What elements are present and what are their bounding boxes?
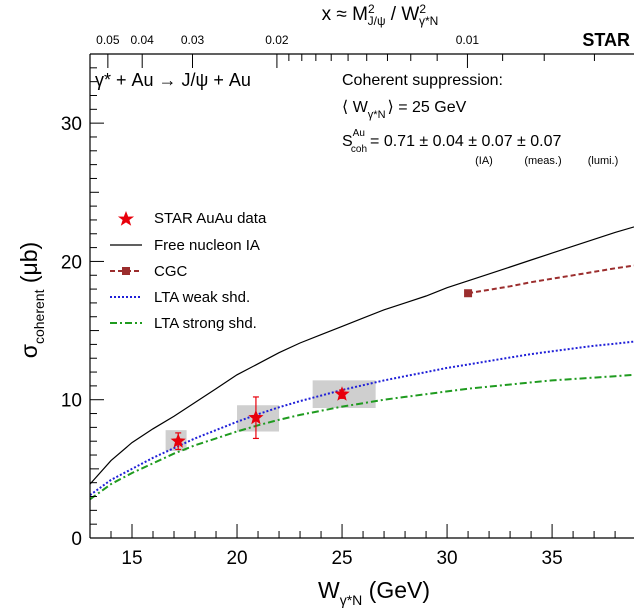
curve-cgc [467,264,634,295]
y-tick-label: 10 [61,391,82,412]
legend-item-lta-strong: LTA strong shd. [110,315,257,332]
curve-free-nucleon-ia [89,226,634,485]
y-tick-label: 20 [61,252,82,273]
data-point-star [248,409,264,425]
legend-item-lta-weak: LTA weak shd. [110,289,250,306]
cgc-marker [464,289,473,298]
top-axis: 0.05 0.04 0.03 0.02 0.01 [96,33,595,68]
legend-label-lta-strong: LTA strong shd. [154,315,257,332]
uncert-label-meas: (meas.) [524,155,561,167]
x-tick-label: 25 [331,548,352,569]
top-tick-label: 0.03 [181,33,205,47]
legend-label-star-data: STAR AuAu data [154,210,267,227]
legend-item-star-data: STAR AuAu data [117,210,267,227]
process-label: γ* + Au → J/ψ + Au [95,70,251,90]
top-tick-label: 0.02 [265,33,289,47]
y-axis-title: σcoherent (μb) [16,242,47,358]
y-tick-label: 30 [61,114,82,135]
x-axis-title: Wγ*N (GeV) [318,577,430,608]
legend-label-ia: Free nucleon IA [154,237,260,254]
curve-lta-strong-shd- [89,373,634,501]
x-tick-label: 30 [436,548,457,569]
data-point-star [334,386,350,401]
annotation-title: Coherent suppression: [342,72,503,89]
x-tick-label: 15 [121,548,142,569]
uncert-label-lumi: (lumi.) [588,155,619,167]
legend-item-cgc: CGC [110,263,188,280]
legend-star-icon [117,211,135,226]
legend-item-ia: Free nucleon IA [110,237,260,254]
y-tick-label: 0 [71,529,82,550]
experiment-label: STAR [582,30,630,50]
uncert-label-ia: (IA) [475,155,493,167]
data-points [170,386,350,451]
legend: STAR AuAu data Free nucleon IA CGC LTA w… [110,210,267,332]
x-tick-label: 20 [226,548,247,569]
legend-label-lta-weak: LTA weak shd. [154,289,250,306]
annotation-s-coh: SAu coh = 0.71 ± 0.04 ± 0.07 ± 0.07 [342,128,562,155]
legend-square-icon [122,267,130,275]
top-tick-label: 0.04 [131,33,155,47]
x-tick-label: 35 [542,548,563,569]
annotation-mean-w: ⟨ Wγ*N ⟩ = 25 GeV [342,99,467,121]
systematic-error-boxes [165,380,376,451]
top-tick-label: 0.05 [96,33,120,47]
top-tick-label: 0.01 [456,33,480,47]
data-point-star [170,433,186,448]
top-axis-title: x ≈ M2 J/ψ / W2 γ*N [322,2,439,28]
legend-label-cgc: CGC [154,263,188,280]
axes: 15 20 25 30 35 0 10 20 30 [61,53,634,569]
